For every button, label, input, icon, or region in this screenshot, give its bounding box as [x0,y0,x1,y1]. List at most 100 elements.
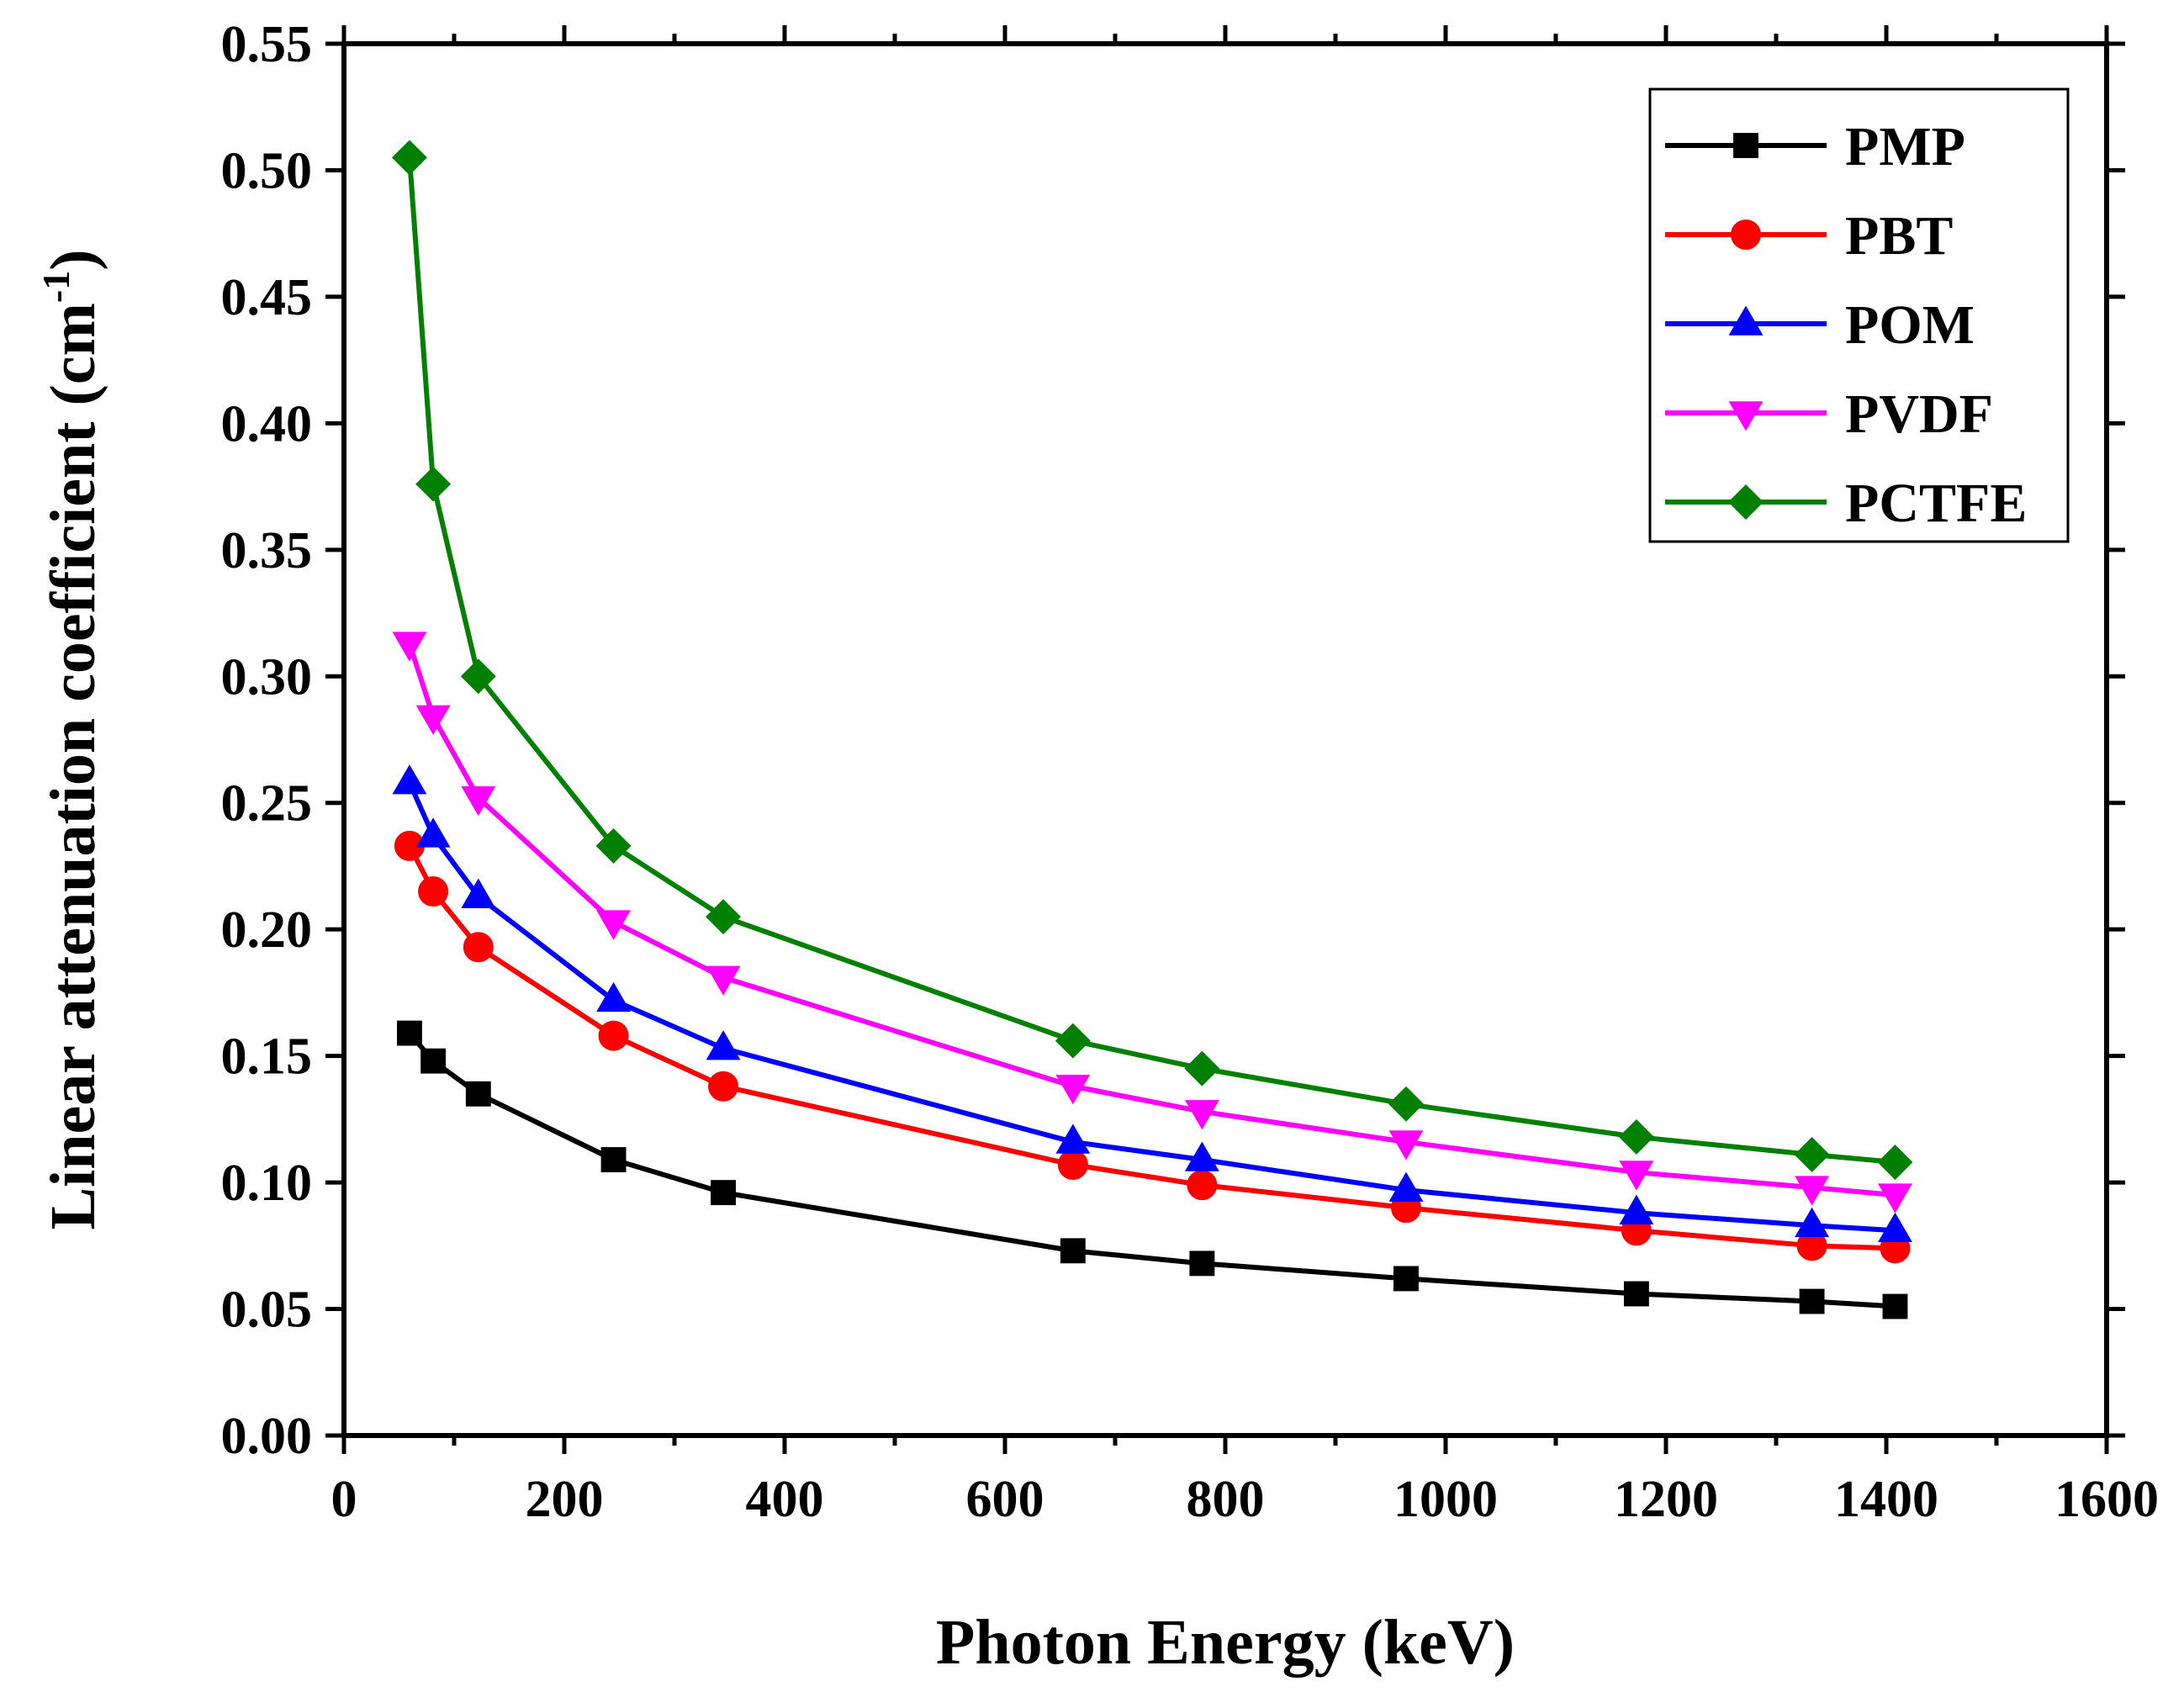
data-point-pctfe [706,899,741,935]
y-axis-title-main: Linear attenuation coefficient (cm [38,303,108,1229]
x-axis-title: Photon Energy (keV) [936,1607,1515,1678]
series-line-pvdf [407,642,1896,1198]
legend-marker [1728,401,1764,431]
x-tick-label: 200 [526,1471,604,1528]
data-point-pom [1619,1194,1654,1224]
legend-label: POM [1845,294,1975,356]
data-point-pmp [1799,1288,1825,1314]
legend-marker [1728,484,1764,520]
series-line-pmp [407,1031,1896,1309]
data-point-pom [1878,1212,1912,1243]
data-point-pmp [1623,1281,1649,1307]
y-tick-labels: 0.00 0.05 0.10 0.15 0.20 0.25 0.30 0.35 0.40 0.45… [221,16,313,1465]
data-point-pctfe [1184,1050,1220,1087]
legend-label: PMP [1845,116,1965,177]
series-line-pbt [407,844,1896,1251]
legend-item-pctfe: PCTFE [1665,473,2027,534]
data-point-pmp [711,1180,736,1206]
data-point-pom [706,1030,741,1060]
y-tick-label: 0.00 [221,1408,313,1465]
legend-label: PCTFE [1845,473,2027,534]
series-pctfe [391,140,1913,1180]
series-pom [392,764,1912,1243]
data-point-pctfe [1388,1086,1424,1122]
data-point-pvdf [1184,1100,1219,1130]
legend: PMP PBT POM PVDF PCTFE [1648,87,2070,543]
y-tick-label: 0.30 [221,648,313,706]
data-point-pctfe [1618,1118,1654,1155]
y-axis-title: Linear attenuation coefficient (cm-1) [34,249,108,1229]
y-tick-label: 0.25 [221,775,313,833]
y-tick-label: 0.15 [221,1028,313,1086]
y-axis-title-sup: -1 [34,271,77,303]
data-point-pvdf [706,965,741,996]
data-point-pom [596,981,631,1013]
x-tick-label: 1600 [2054,1471,2159,1528]
legend-marker [1731,219,1761,250]
data-point-pbt [708,1071,739,1102]
x-tick-label: 400 [746,1471,824,1528]
data-point-pvdf [392,632,427,662]
series-pbt [394,830,1911,1264]
x-tick-label: 1000 [1393,1471,1498,1528]
data-point-pbt [1057,1150,1088,1181]
data-point-pctfe [1794,1137,1830,1172]
y-tick-label: 0.55 [221,16,313,73]
legend-item-pvdf: PVDF [1665,383,1993,445]
y-tick-label: 0.40 [221,395,313,452]
data-point-pmp [1882,1293,1908,1319]
data-point-pom [461,878,496,908]
data-point-pvdf [1619,1161,1654,1191]
data-point-pctfe [1055,1023,1091,1059]
series-layer [391,140,1913,1319]
legend-item-pom: POM [1665,294,1975,356]
data-point-pctfe [595,827,632,864]
data-point-pom [1184,1141,1219,1171]
data-point-pom [1795,1207,1830,1237]
data-point-pbt [463,932,494,963]
data-point-pctfe [1877,1145,1913,1180]
y-tick-label: 0.35 [221,522,313,579]
data-point-pctfe [460,658,496,695]
data-point-pbt [1187,1170,1218,1201]
data-point-pvdf [1055,1074,1091,1105]
data-point-pmp [1189,1250,1215,1277]
data-point-pbt [598,1020,629,1051]
data-point-pmp [600,1147,627,1172]
x-tick-labels: 0 200 400 600 800 1000 1200 1400 1600 [331,1471,2160,1528]
data-point-pvdf [1878,1183,1912,1213]
series-pvdf [392,632,1912,1213]
data-point-pmp [1393,1266,1419,1292]
x-tick-label: 600 [966,1471,1044,1528]
x-tick-label: 800 [1187,1471,1265,1528]
legend-marker [1733,133,1758,158]
y-axis-title-close: ) [38,249,108,270]
data-point-pom [1055,1124,1091,1154]
data-point-pom [1388,1171,1424,1202]
series-pmp [397,1020,1908,1319]
data-point-pvdf [1388,1130,1424,1161]
y-tick-label: 0.10 [221,1155,313,1212]
x-tick-label: 1200 [1614,1471,1718,1528]
data-point-pom [392,764,427,795]
data-point-pctfe [391,140,427,176]
legend-item-pmp: PMP [1665,116,1965,177]
legend-box [1648,87,2070,543]
y-tick-label: 0.45 [221,269,313,326]
y-tick-label: 0.05 [221,1282,313,1339]
data-point-pmp [465,1081,491,1107]
data-point-pvdf [596,910,631,940]
data-point-pvdf [415,705,451,735]
y-tick-label: 0.20 [221,902,313,959]
data-point-pom [415,817,451,848]
plot-frame [341,41,2109,1438]
legend-marker [1728,305,1764,336]
data-point-pmp [420,1048,447,1074]
y-tick-label: 0.50 [221,142,313,199]
legend-label: PVDF [1845,383,1993,445]
legend-label: PBT [1845,205,1953,267]
data-point-pmp [1060,1238,1086,1264]
x-tick-label: 0 [331,1471,357,1528]
data-point-pbt [418,876,449,907]
